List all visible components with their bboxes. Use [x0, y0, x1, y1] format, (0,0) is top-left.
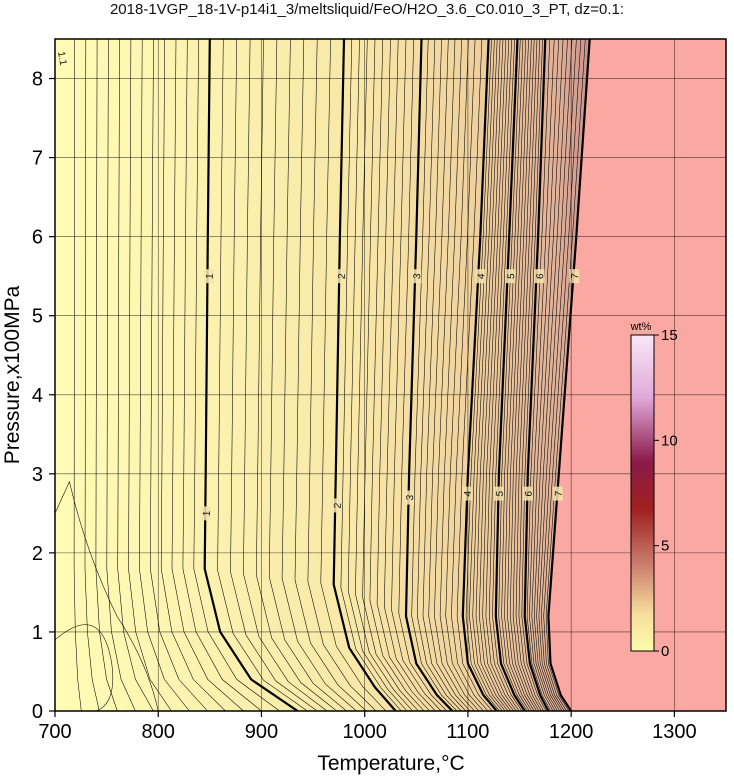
corner-contour-label: 1.1 [55, 51, 68, 67]
contour-label-bg [475, 269, 486, 284]
x-tick-label: 700 [38, 721, 71, 743]
y-tick-label: 4 [32, 385, 43, 407]
contour-label: 7 [554, 490, 565, 497]
x-tick-label: 1300 [652, 721, 697, 743]
contour-label-bg [569, 269, 580, 284]
contour-label: 4 [476, 273, 487, 280]
y-tick-label: 0 [32, 701, 43, 723]
colorbar-tick-label: 5 [661, 538, 669, 555]
contour-label: 4 [463, 490, 474, 497]
contour-label-bg [200, 506, 211, 521]
contour-label-bg [331, 498, 342, 513]
contour-label: 5 [495, 490, 506, 497]
contour-label: 5 [506, 273, 517, 280]
y-tick-label: 6 [32, 227, 43, 249]
major-contours: 1 1 2 2 3 3 4 4 5 5 6 6 7 7 [200, 39, 591, 711]
contour-label: 7 [570, 273, 581, 280]
colorbar-tick-label: 0 [661, 643, 669, 660]
contour-label: 6 [524, 490, 535, 497]
contour-label: 3 [412, 273, 423, 280]
contour-label: 1 [201, 510, 212, 517]
contour-label-bg [534, 269, 545, 284]
minor-contour [55, 624, 114, 711]
grid-lines [55, 39, 726, 711]
y-axis-label: Pressure,x100MPa [1, 285, 24, 464]
y-tick-label: 8 [32, 69, 43, 91]
contour-label-bg [404, 490, 415, 505]
colorbar-label: wt% [630, 321, 652, 333]
colorbar-gradient [630, 334, 655, 652]
contour-label-bg [411, 269, 422, 284]
y-axis-ticks: 0 1 2 3 4 5 6 7 8 [32, 69, 55, 723]
plot-frame [54, 38, 727, 712]
colorbar-tick-label: 10 [661, 432, 678, 449]
colorbar-ticks: 0 5 10 15 [654, 327, 678, 660]
x-tick-label: 1200 [549, 721, 594, 743]
x-tick-label: 800 [142, 721, 175, 743]
y-tick-label: 1 [32, 622, 43, 644]
contour-label: 1 [205, 273, 216, 280]
x-tick-label: 900 [245, 721, 278, 743]
contour-label-bg [552, 486, 563, 501]
minor-contour [55, 480, 159, 711]
x-tick-label: 1100 [446, 721, 489, 743]
contour-label-bg [461, 486, 472, 501]
contour-label-bg [493, 486, 504, 501]
y-tick-label: 5 [32, 306, 43, 328]
colorbar-tick-label: 15 [661, 327, 678, 344]
y-tick-label: 2 [32, 543, 43, 565]
x-tick-label: 1000 [342, 721, 387, 743]
contour-label: 6 [535, 273, 546, 280]
y-tick-label: 7 [32, 148, 43, 170]
contour-label-bg [522, 486, 533, 501]
contour-label: 2 [337, 273, 348, 280]
contour-label-bg [335, 269, 346, 284]
chart-title: 2018-1VGP_18-1V-p14i1_3/meltsliquid/FeO/… [110, 1, 624, 18]
contour-label-bg [505, 269, 516, 284]
contour-label: 3 [405, 494, 416, 501]
y-tick-label: 3 [32, 464, 43, 486]
contour-label-bg [203, 269, 214, 284]
colorbar: wt% 0 5 10 15 [630, 321, 678, 660]
x-axis-ticks: 700 800 900 1000 1100 1200 1300 [38, 711, 697, 743]
contour-label: 2 [333, 502, 344, 509]
x-axis-label: Temperature,°C [317, 752, 464, 775]
